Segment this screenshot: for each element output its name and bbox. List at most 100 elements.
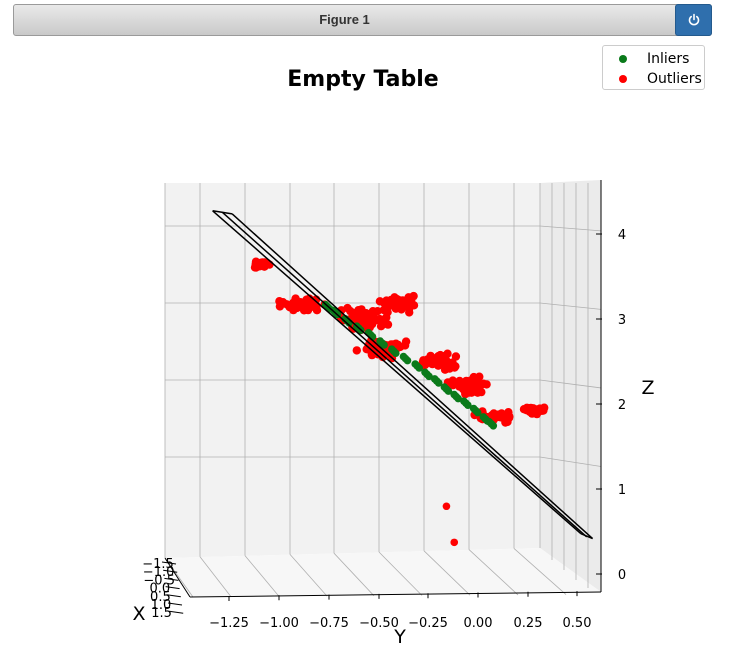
outlier-point [477,380,487,389]
back-pane [165,183,540,558]
outlier-point [346,306,355,316]
outlier-point [275,297,284,306]
x-axis-line [164,557,191,598]
y-tick-label: −1.25 [209,616,249,631]
z-tick-label: 4 [618,228,626,243]
plane-edge [212,210,582,535]
grid-line-side [539,379,602,389]
x-tick-label: 1.5 [151,606,172,621]
z-axis-label: Z [641,377,654,399]
outlier-point [443,349,452,358]
power-button[interactable] [675,4,712,36]
outlier-point [473,388,482,397]
x-tick-label: 0.0 [149,582,170,597]
x-tick-mark [166,594,181,598]
inlier-point [473,408,482,417]
inlier-point [444,387,453,395]
outlier-point [450,538,459,547]
x-tick-mark [161,561,177,565]
legend-marker-outliers [619,75,627,83]
legend: Inliers Outliers [602,45,705,90]
x-tick-label: −1.0 [143,565,175,580]
x-tick-mark [164,577,179,581]
axis-lines [164,180,602,598]
legend-label-outliers: Outliers [647,71,702,87]
side-pane [540,180,601,592]
plane-edge [231,213,594,540]
inlier-point [425,372,433,381]
inlier-point [392,349,400,358]
outlier-point [451,352,461,361]
y-tick-label: 0.50 [563,616,592,631]
y-tick-label: −0.25 [408,616,448,631]
legend-item-inliers: Inliers [603,50,689,68]
chart-title: Empty Table [287,67,438,92]
y-tick-label: 0.25 [514,616,543,631]
grid-line-floor [468,549,519,596]
grid-line-side [539,456,602,467]
x-tick-mark [167,602,183,606]
outlier-point [470,375,479,384]
inlier-point [415,364,424,372]
outlier-point [436,350,445,360]
inlier-point [403,356,412,365]
outlier-point [401,337,411,346]
inlier-point [464,401,472,410]
y-axis-line [189,591,602,598]
fitted-plane [212,210,594,540]
outlier-point [312,302,321,311]
inlier-point [489,422,498,430]
legend-label-inliers: Inliers [647,51,690,67]
x-tick-mark [169,610,184,614]
outlier-point [257,259,267,269]
legend-marker-inliers [619,55,627,63]
axes-panes [165,180,601,597]
x-tick-label: 0.5 [150,590,171,605]
outlier-point [501,414,510,423]
outlier-point [450,379,459,388]
grid-line-side [539,225,602,232]
outlier-point [368,309,378,318]
outlier-point [523,403,532,413]
outlier-point [292,300,301,309]
inlier-point [434,379,443,387]
y-tick-label: 0.00 [464,616,493,631]
outlier-point [405,308,414,317]
x-tick-mark [165,586,180,590]
x-axis-label: X [132,603,145,625]
window-title: Figure 1 [319,12,370,27]
outlier-point [461,383,471,392]
outlier-point [391,339,401,348]
outlier-point [487,411,497,420]
outlier-point [352,346,361,355]
grid-line-floor [333,552,375,597]
y-axis-label: Y [393,626,406,648]
grid-line-floor [244,555,280,597]
outlier-point [251,259,260,269]
figure-titlebar: Figure 1 [13,4,712,36]
outlier-point [367,320,377,329]
plane-edge [212,210,233,215]
outlier-point [446,359,455,368]
inlier-point [380,341,388,349]
x-tick-mark [163,569,178,573]
floor-pane [165,548,601,597]
grid-line-floor [423,550,471,596]
z-tick-label: 2 [618,398,626,413]
outlier-point [442,502,451,511]
grid-line-floor [378,551,423,596]
y-tick-label: −0.50 [359,616,399,631]
tick-labels: −1.25 −1.00 −0.75 −0.50 −0.25 0.00 0.25 0.50 0 1 2… [142,228,626,631]
outlier-point [383,320,393,329]
outlier-point [424,358,433,367]
z-tick-label: 0 [618,568,626,583]
y-tick-label: −1.00 [259,616,299,631]
outlier-point [540,403,549,412]
y-tick-label: −0.75 [309,616,349,631]
power-icon [688,13,699,26]
outlier-point [379,298,389,307]
x-tick-label: 1.0 [151,598,172,613]
grid-line-floor [289,554,328,597]
x-tick-label: −0.5 [143,573,175,588]
